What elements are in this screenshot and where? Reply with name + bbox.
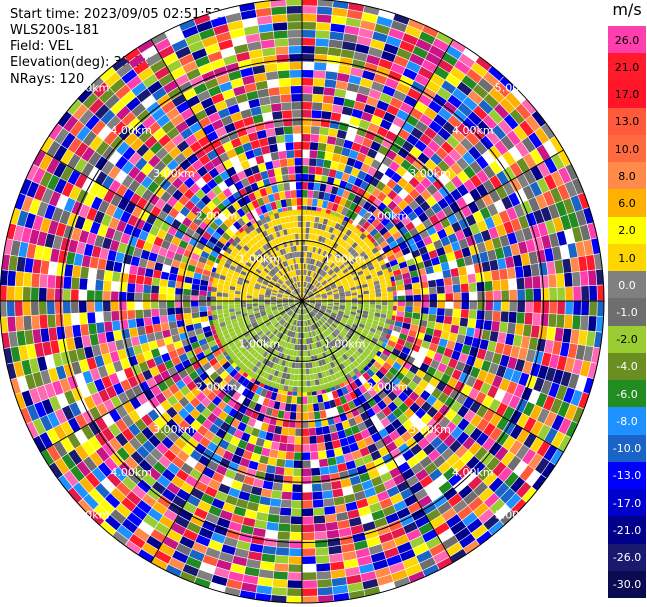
colorbar-swatch — [608, 516, 646, 545]
colorbar-label: 21.0 — [614, 60, 640, 74]
range-ring-label: 1.00km — [324, 252, 366, 265]
azimuth-spokes — [0, 0, 604, 603]
range-ring-label: 5.00km — [495, 82, 537, 95]
colorbar-label: -13.0 — [612, 469, 642, 483]
azimuth-spoke — [40, 149, 303, 302]
colorbar-swatch — [608, 298, 646, 327]
colorbar-label: 17.0 — [614, 88, 640, 102]
colorbar-swatch — [608, 107, 646, 136]
noise-gates — [8, 14, 598, 600]
noise-gates — [26, 12, 556, 603]
colorbar-label: -17.0 — [612, 496, 642, 510]
range-ring-label: 3.00km — [409, 423, 451, 436]
range-ring-label: 2.00km — [367, 380, 409, 393]
azimuth-spoke — [301, 39, 454, 302]
range-ring-label: 4.00km — [110, 124, 152, 137]
colorbar-swatch — [608, 189, 646, 218]
range-ring-label: 5.00km — [68, 509, 110, 522]
colorbar-swatch — [608, 352, 646, 381]
noise-gates — [21, 25, 598, 588]
colorbar-swatch — [608, 489, 646, 517]
colorbar-swatch — [608, 26, 646, 54]
colorbar-swatch — [608, 570, 646, 599]
nrays-label: NRays: 120 — [10, 72, 85, 87]
range-ring-labels: 1.00km 1.00km 1.00km 1.00km 2.00km 2.00km 2.00… — [68, 82, 537, 522]
colorbar-label: -1.0 — [616, 306, 638, 319]
colorbar-label: 13.0 — [614, 115, 640, 129]
colorbar-label: 1.0 — [618, 251, 636, 265]
azimuth-spoke — [150, 300, 303, 563]
colorbar-label: -2.0 — [616, 333, 638, 347]
velocity-gates — [210, 209, 394, 301]
range-ring-label: 4.00km — [452, 124, 494, 137]
colorbar-label: -8.0 — [616, 414, 638, 428]
range-ring-label: 1.00km — [324, 338, 366, 351]
colorbar-label: 0.0 — [618, 278, 636, 292]
colorbar-label: -30.0 — [612, 578, 642, 592]
range-ring-label: 4.00km — [110, 466, 152, 479]
colorbar-label: 10.0 — [614, 142, 640, 156]
range-ring-label: 1.00km — [239, 338, 281, 351]
colorbar-label: -10.0 — [612, 442, 642, 456]
colorbar-label: -26.0 — [612, 551, 642, 565]
colorbar-swatch — [608, 162, 646, 190]
colorbar-swatch — [608, 434, 646, 463]
noise-gates — [1, 14, 597, 603]
colorbar-swatch — [608, 543, 646, 572]
colorbar-label: -4.0 — [616, 360, 638, 374]
colorbar-swatch — [608, 325, 646, 354]
noise-layer — [0, 0, 604, 604]
instrument-label: WLS200s-181 — [10, 23, 100, 38]
colorbar-swatch — [608, 216, 646, 245]
colorbar-swatch — [608, 80, 646, 109]
colorbar-swatch — [608, 380, 646, 408]
colorbar-label: -6.0 — [616, 387, 638, 401]
colorbar-label: 8.0 — [618, 169, 636, 183]
azimuth-spoke — [40, 300, 303, 453]
range-ring-label: 3.00km — [153, 167, 195, 180]
noise-gates — [20, 7, 578, 590]
range-ring-label: 5.00km — [495, 509, 537, 522]
range-ring-label: 3.00km — [409, 167, 451, 180]
azimuth-spoke — [150, 39, 303, 302]
azimuth-spoke — [301, 300, 564, 453]
range-ring-label: 1.00km — [239, 252, 281, 265]
colorbar: 26.0 21.0 17.0 13.0 10.0 8.0 6.0 2.0 1.0 0.0 -1.0 -… — [608, 26, 646, 599]
colorbar-label: -21.0 — [612, 523, 642, 537]
range-ring-label: 2.00km — [367, 210, 409, 223]
azimuth-spoke — [301, 300, 454, 563]
noise-gates — [0, 0, 604, 596]
colorbar-swatch — [608, 243, 646, 272]
range-ring-label: 4.00km — [452, 466, 494, 479]
range-ring-label: 3.00km — [153, 423, 195, 436]
colorbar-swatch — [608, 271, 646, 299]
colorbar-swatch — [608, 53, 646, 81]
colorbar-label: 26.0 — [614, 33, 640, 47]
colorbar-unit: m/s — [612, 0, 642, 19]
colorbar-swatch — [608, 461, 646, 490]
colorbar-label: 6.0 — [618, 197, 636, 211]
noise-gates — [1, 2, 565, 585]
range-ring-label: 2.00km — [196, 380, 238, 393]
colorbar-swatch — [608, 407, 646, 436]
colorbar-swatch — [608, 134, 646, 163]
range-ring-label: 5.00km — [68, 82, 110, 95]
range-ring-label: 2.00km — [196, 210, 238, 223]
noise-gates — [17, 5, 587, 593]
colorbar-label: 2.0 — [618, 224, 636, 238]
azimuth-spoke — [301, 149, 564, 302]
velocity-gates — [210, 301, 394, 393]
noise-gates — [10, 6, 581, 589]
start-time-label: Start time: 2023/09/05 02:51:52 — [10, 7, 222, 22]
field-label: Field: VEL — [10, 39, 73, 54]
